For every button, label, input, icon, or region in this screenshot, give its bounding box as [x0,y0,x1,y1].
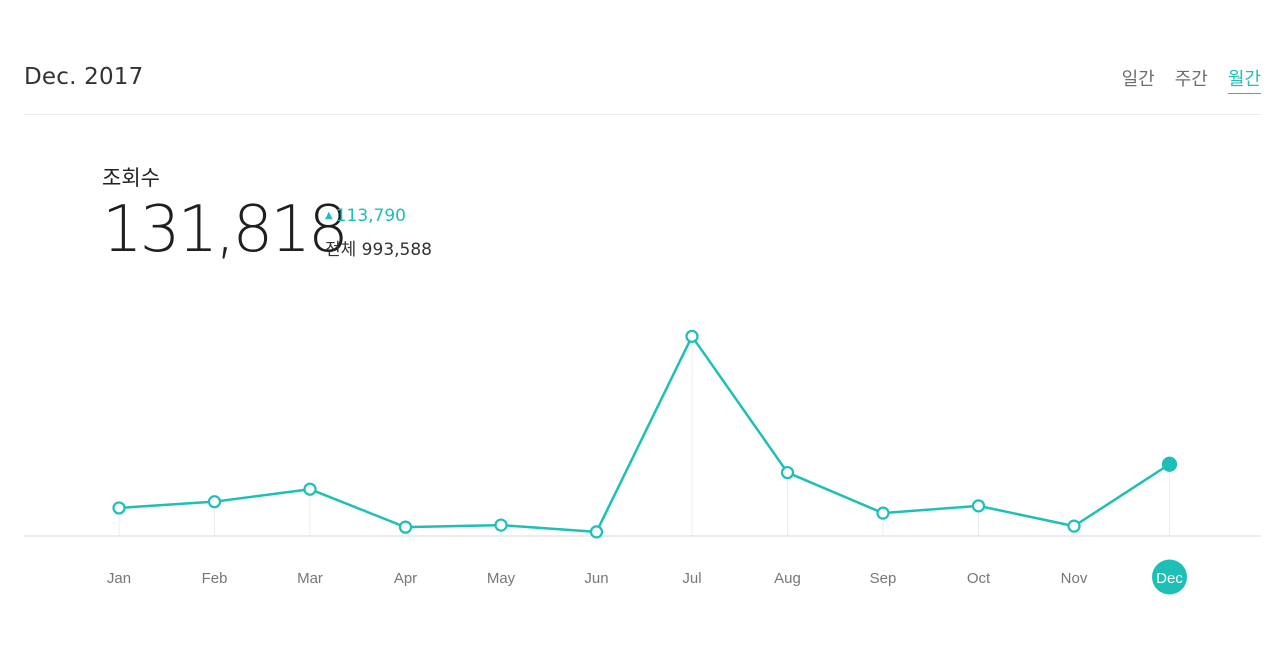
up-arrow-icon: ▲ [325,210,333,221]
tick-label-aug[interactable]: Aug [774,570,801,587]
data-point-mar [303,482,317,496]
views-change-value: 113,790 [335,206,407,226]
tick-label-sep[interactable]: Sep [870,570,897,587]
tick-label-nov[interactable]: Nov [1061,570,1088,587]
tick-label-jul[interactable]: Jul [682,570,701,587]
period-title: Dec. 2017 [24,64,144,90]
period-tabs: 일간 주간 월간 [1122,65,1261,94]
data-point-nov [1067,519,1081,533]
data-point-oct [971,499,986,513]
tick-label-feb[interactable]: Feb [202,570,228,587]
header: Dec. 2017 일간 주간 월간 [24,56,1261,115]
data-point-jul [685,329,699,343]
tick-label-oct[interactable]: Oct [967,570,991,587]
data-point-may [494,518,508,532]
views-value: 131,818 [102,193,349,267]
selected-month-badge [1152,559,1187,595]
data-point-aug [780,465,795,480]
series-line [118,335,1171,534]
tick-label-may[interactable]: May [487,570,516,587]
views-total: 전체 993,588 [325,240,432,260]
tick-label-jan[interactable]: Jan [107,570,131,587]
data-point-apr [398,520,413,534]
tick-label-jun[interactable]: Jun [584,570,608,587]
tick-label-dec[interactable]: Dec [1156,570,1183,587]
views-label: 조회수 [102,166,160,190]
tab-monthly[interactable]: 월간 [1227,65,1261,94]
data-point-sep [876,506,890,520]
data-point-jan [112,501,126,515]
data-point-jun [589,525,604,539]
tick-label-mar[interactable]: Mar [297,570,323,587]
views-change: ▲ 113,790 [325,206,406,226]
data-point-feb [207,495,222,509]
data-point-dec [1161,456,1178,472]
tab-daily[interactable]: 일간 [1121,69,1155,90]
tab-weekly[interactable]: 주간 [1174,69,1208,90]
tick-label-apr[interactable]: Apr [394,570,417,587]
